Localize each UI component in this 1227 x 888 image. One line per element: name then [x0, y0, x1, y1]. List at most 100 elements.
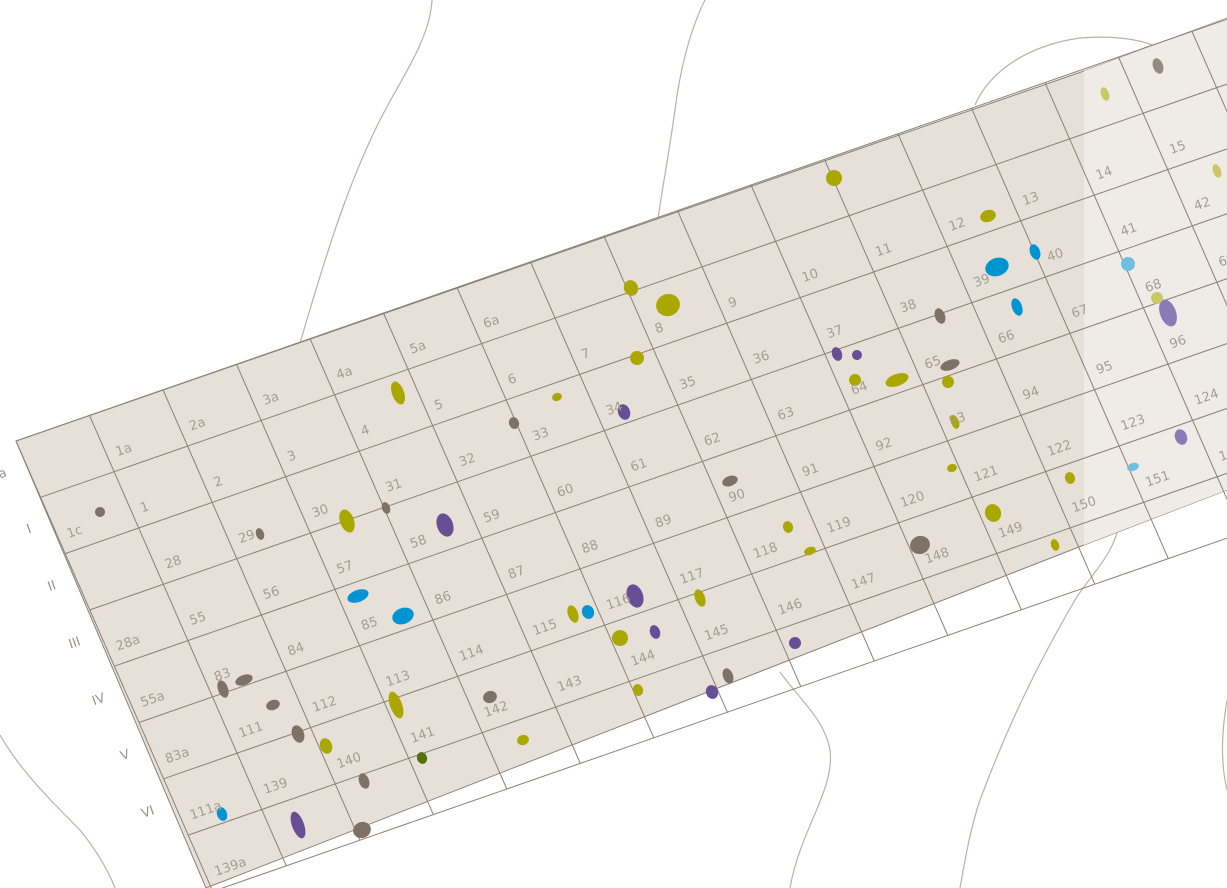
cell-label: 6a: [481, 313, 501, 333]
find-marker: [255, 528, 265, 540]
grid-column-line: [236, 363, 434, 815]
find-marker: [436, 513, 454, 537]
find-marker: [1100, 87, 1110, 101]
cell-label: 31: [384, 476, 405, 496]
grid-row-line: [65, 148, 1227, 555]
find-marker: [1011, 298, 1023, 316]
cell-label: 10: [800, 266, 821, 286]
cell-label: 92: [874, 435, 895, 455]
grid-area: [15, 17, 1227, 888]
find-marker: [950, 415, 960, 429]
find-marker: [1159, 299, 1177, 327]
cell-label: 96: [1168, 333, 1189, 353]
grid-column-line: [1044, 82, 1227, 501]
grid-column-line: [89, 415, 287, 867]
row-label: III: [67, 634, 83, 652]
find-marker: [358, 773, 370, 789]
find-marker: [1152, 58, 1164, 74]
cell-label: 62: [702, 430, 723, 450]
find-marker: [508, 417, 520, 429]
find-marker: [1212, 164, 1222, 178]
find-marker: [849, 374, 861, 386]
cell-label: 94: [1021, 384, 1042, 404]
find-marker: [483, 690, 497, 704]
find-marker: [656, 293, 680, 317]
find-marker: [1050, 539, 1060, 551]
row-label: I: [25, 522, 34, 537]
grid-row-line: [221, 537, 1227, 888]
find-marker: [885, 373, 909, 387]
grid-column-line: [162, 389, 361, 841]
find-marker: [630, 351, 644, 365]
find-marker: [235, 674, 253, 686]
row-label: II: [46, 578, 58, 595]
grid-column-line: [383, 312, 581, 764]
find-marker: [388, 691, 404, 719]
cell-label: 37: [825, 323, 846, 343]
find-marker: [266, 699, 280, 711]
find-marker: [632, 684, 644, 696]
find-marker: [942, 376, 954, 388]
grid-column-line: [971, 107, 1169, 559]
cell-label: 32: [457, 451, 478, 471]
find-marker: [319, 738, 333, 754]
find-marker: [782, 521, 794, 533]
find-marker: [95, 507, 105, 517]
cell-label: 68: [1143, 277, 1164, 297]
grid-column-line: [1118, 56, 1227, 307]
find-marker: [626, 584, 644, 608]
cell-label: 33: [531, 425, 552, 445]
grid-row-line: [163, 407, 1227, 780]
find-marker: [391, 381, 405, 405]
find-marker: [722, 668, 734, 684]
grid-column-line: [824, 159, 1022, 611]
find-marker: [517, 734, 529, 746]
cell-label: 35: [678, 374, 699, 394]
row-label: VI: [139, 803, 156, 821]
grid-column-line: [456, 287, 655, 739]
find-marker: [694, 589, 706, 607]
cell-label: 1c: [65, 523, 84, 542]
row-label: Ia: [0, 466, 9, 484]
cell-label: 30: [310, 502, 331, 522]
find-marker: [416, 752, 428, 764]
cell-label: 29: [237, 527, 258, 547]
cell-label: 90: [727, 486, 748, 506]
grid-row-line: [15, 18, 1227, 442]
cell-label: 95: [1094, 358, 1115, 378]
cell-label: 64: [849, 379, 870, 399]
cell-label: 67: [1070, 302, 1091, 322]
cell-label: 60: [555, 481, 576, 501]
cell-label: 11: [873, 241, 894, 261]
find-marker: [705, 685, 719, 699]
cell-label: 83: [212, 666, 233, 686]
cell-label: 58: [408, 533, 429, 553]
find-marker: [552, 392, 562, 402]
cell-label: 55: [188, 609, 209, 629]
cell-label: 87: [506, 563, 527, 583]
cell-label: 56: [261, 584, 282, 604]
grid-column-line: [530, 261, 728, 713]
grid-column-line: [309, 338, 508, 790]
find-marker: [789, 637, 801, 649]
find-marker: [910, 535, 930, 555]
cell-label: 2a: [187, 415, 207, 435]
grid-area-light: [1084, 18, 1227, 545]
find-marker: [339, 509, 355, 533]
cell-label: 13: [1020, 190, 1041, 210]
find-marker: [1127, 462, 1139, 472]
grid-column-line: [15, 440, 212, 888]
find-marker: [649, 625, 661, 639]
cell-label: 63: [776, 405, 797, 425]
find-marker: [617, 404, 631, 420]
cell-label: 93: [947, 410, 968, 430]
find-marker: [623, 280, 639, 296]
cell-label: 28: [163, 553, 184, 573]
grid-column-line: [750, 184, 949, 636]
cell-label: 89: [653, 512, 674, 532]
find-marker: [826, 169, 842, 186]
find-marker: [290, 811, 306, 839]
find-marker: [947, 463, 957, 473]
cell-label: 66: [996, 328, 1017, 348]
